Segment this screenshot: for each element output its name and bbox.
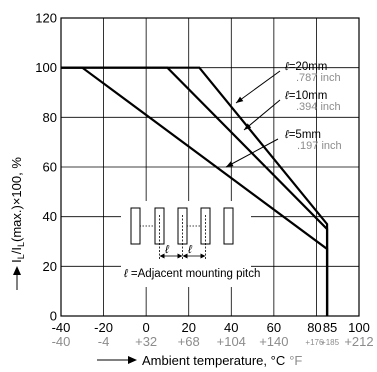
- x-tick-label-f: +68: [178, 334, 200, 349]
- series-arrowhead-1: [236, 96, 244, 103]
- inset-dim-arrow-left-2: [182, 253, 188, 259]
- x-tick-label-c: -20: [94, 320, 113, 335]
- inset-dim-arrow-right-1: [177, 253, 183, 259]
- x-tick-labels-fahrenheit: -40 -4 +32 +68 +104 +140 +212 +176+185: [52, 334, 374, 349]
- x-tick-label-c: 85: [323, 320, 337, 335]
- series-pointer-2: [243, 99, 281, 131]
- series-line-3: [61, 66, 329, 316]
- y-tick-label: 0: [50, 309, 57, 324]
- inset-dim-arrow-right-2: [200, 253, 206, 259]
- x-tick-label-c: 60: [267, 320, 281, 335]
- y-axis-arrow: [13, 266, 21, 290]
- series-label-2: ℓ=10mm: [284, 90, 327, 102]
- inset-mounting-diagram: ℓ ℓ ℓ =Adjacent mounting pitch: [121, 201, 260, 287]
- x-axis-label: Ambient temperature, °C °F: [142, 353, 302, 368]
- y-tick-label: 60: [43, 160, 57, 175]
- resistor-block-5: [223, 207, 234, 245]
- inset-pitch-symbol-1: ℓ: [164, 244, 169, 256]
- x-tick-label-f: +104: [217, 334, 246, 349]
- inset-pitch-symbol-2: ℓ: [187, 244, 192, 256]
- x-tick-label-f: +32: [135, 334, 157, 349]
- series-label-1: ℓ=20mm: [284, 61, 327, 73]
- x-tick-label-f-small: +185: [321, 338, 340, 347]
- x-label-celsius: Ambient temperature, °C: [142, 353, 285, 368]
- x-tick-label-f-small: +176: [305, 338, 324, 347]
- x-tick-label-c: 80: [307, 320, 321, 335]
- series-arrowhead-3: [226, 161, 234, 167]
- resistor-block-1: [130, 207, 141, 245]
- y-tick-label: 20: [43, 259, 57, 274]
- y-tick-labels: 0 20 40 60 80 100 120: [35, 11, 57, 324]
- y-label-sub2: L: [16, 242, 26, 247]
- y-tick-label: 120: [35, 11, 57, 26]
- y-tick-label: 40: [43, 209, 57, 224]
- x-axis-arrow: [97, 356, 137, 364]
- series-arrowhead-2: [244, 123, 252, 130]
- x-tick-label-c: 0: [143, 320, 150, 335]
- x-tick-label-c: 20: [181, 320, 195, 335]
- svg-text:IL/IL(max.)×100, %: IL/IL(max.)×100, %: [9, 157, 26, 263]
- x-tick-label-c: 40: [224, 320, 238, 335]
- plot-frame: [60, 17, 360, 317]
- series-inch-2: .394 inch: [296, 101, 341, 113]
- y-label-sub1: L: [16, 254, 26, 259]
- y-label-main3: (max.)×100, %: [9, 157, 24, 242]
- x-tick-label-f: -4: [98, 334, 110, 349]
- inset-annotation: ℓ =Adjacent mounting pitch: [123, 268, 260, 280]
- series-label-3: ℓ=5mm: [284, 129, 321, 141]
- x-tick-label-f: +212: [344, 334, 373, 349]
- x-tick-label-c: 100: [348, 320, 370, 335]
- x-tick-label-f: -40: [52, 334, 71, 349]
- series-lines: [61, 66, 329, 316]
- y-tick-label: 100: [35, 60, 57, 75]
- y-tick-label: 80: [43, 110, 57, 125]
- x-tick-label-f: +140: [259, 334, 288, 349]
- inset-dim-arrow-left-1: [159, 253, 165, 259]
- y-axis-label: IL/IL(max.)×100, %: [9, 157, 26, 263]
- y-label-main1: I: [9, 259, 24, 263]
- series-pointer-1: [235, 70, 281, 104]
- x-tick-label-c: -40: [52, 320, 71, 335]
- series-inch-3: .197 inch: [297, 140, 342, 152]
- x-label-fahrenheit: °F: [289, 353, 302, 368]
- series-pointer-3: [225, 138, 279, 168]
- series-labels: ℓ=20mm.787 inch ℓ=10mm.394 inch ℓ=5mm.197 …: [225, 61, 342, 168]
- series-inch-1: .787 inch: [296, 72, 341, 84]
- y-label-main2: /I: [9, 247, 24, 254]
- x-tick-labels-celsius: -40 -20 0 20 40 60 80 85 100: [52, 320, 370, 335]
